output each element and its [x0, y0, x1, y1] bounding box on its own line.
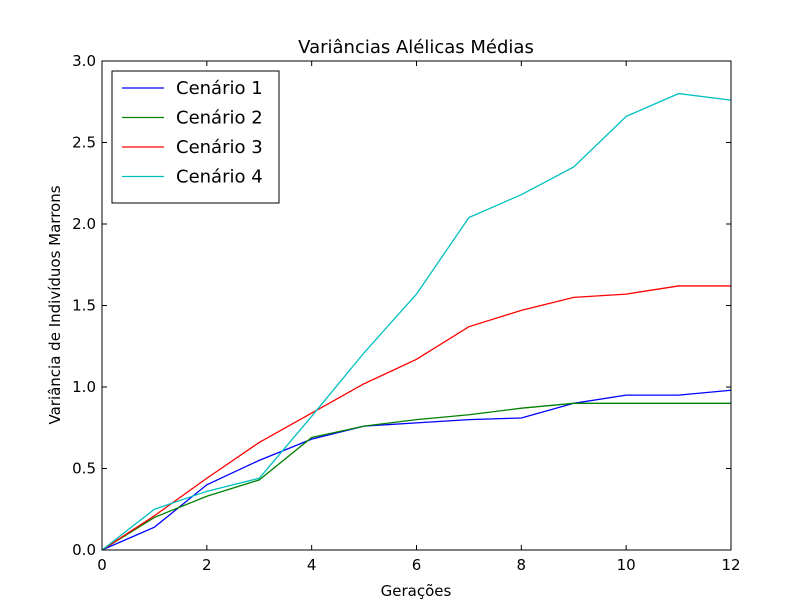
chart-title: Variâncias Alélicas Médias: [298, 37, 534, 58]
y-axis-label: Variância de Indivíduos Marrons: [46, 185, 64, 424]
legend-label: Cenário 3: [176, 137, 263, 158]
y-tick-label: 1.0: [72, 378, 96, 396]
plot-frame: [101, 60, 732, 551]
series-line-cenario-1: [101, 389, 732, 551]
x-tick-label: 12: [721, 556, 740, 574]
y-tick-label: 1.5: [72, 297, 96, 315]
series-layer: [101, 92, 732, 551]
x-tick-label: 10: [617, 556, 636, 574]
x-tick-label: 6: [412, 556, 422, 574]
legend-label: Cenário 2: [176, 108, 263, 129]
x-tick-label: 0: [97, 556, 107, 574]
x-tick-label: 4: [307, 556, 317, 574]
legend-label: Cenário 4: [176, 167, 263, 188]
x-tick-label: 8: [517, 556, 527, 574]
legend-label: Cenário 1: [176, 78, 263, 99]
legend-box: [111, 70, 280, 204]
y-tick-label: 2.0: [72, 215, 96, 233]
y-tick-label: 3.0: [72, 52, 96, 70]
x-tick-label: 2: [202, 556, 212, 574]
x-axis-label: Gerações: [381, 582, 452, 600]
legend: Cenário 1 Cenário 2 Cenário 3 Cenário 4: [111, 70, 280, 204]
series-line-cenario-3: [101, 285, 731, 551]
y-tick-label: 0.0: [72, 541, 96, 559]
series-line-cenario-4: [101, 92, 732, 551]
series-line-cenario-2: [101, 402, 731, 551]
y-tick-label: 2.5: [72, 134, 96, 152]
y-tick-label: 0.5: [72, 460, 96, 478]
